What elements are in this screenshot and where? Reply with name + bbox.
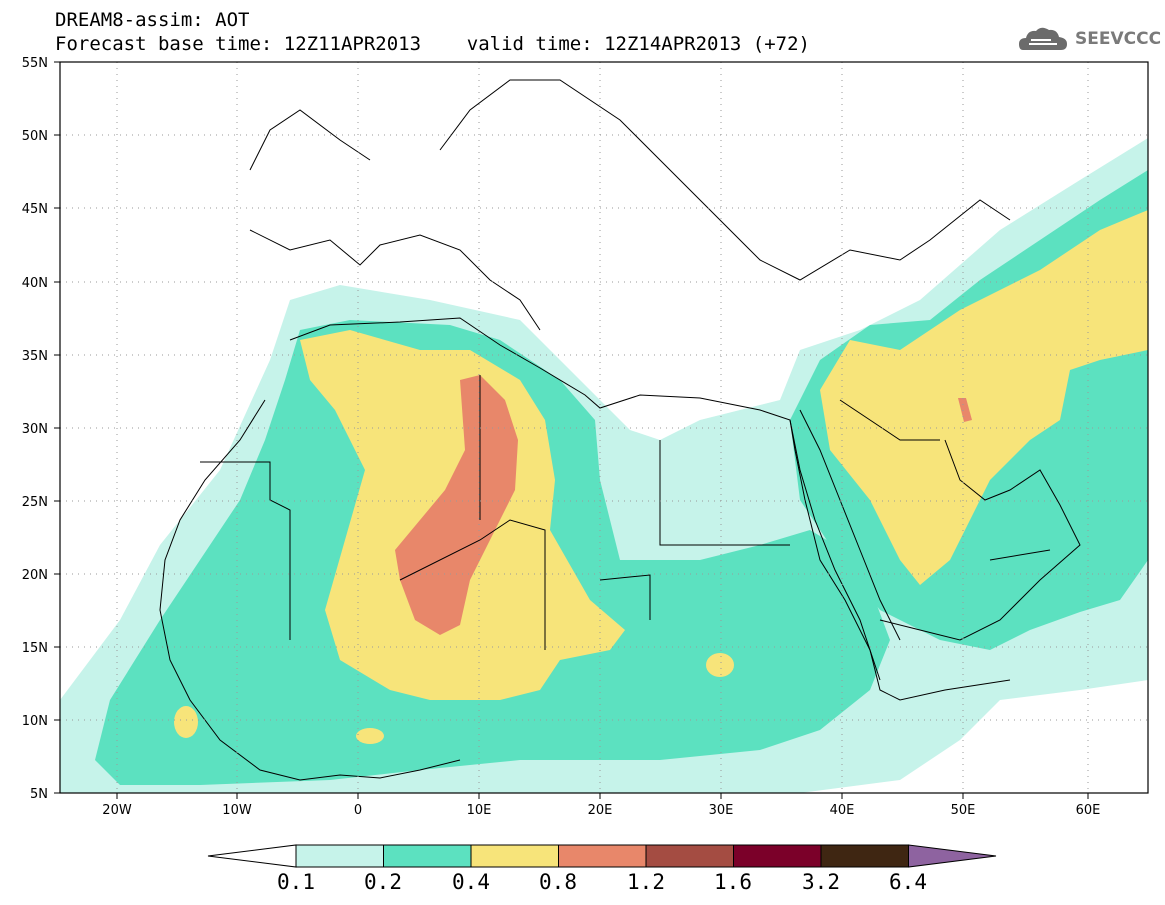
lat-label: 20N	[22, 568, 48, 583]
colorbar-bin	[295, 844, 384, 868]
colorbar-label: 0.8	[539, 870, 577, 894]
lat-label: 45N	[22, 202, 48, 217]
lon-label: 30E	[709, 803, 734, 818]
colorbar-label: 0.4	[452, 870, 490, 894]
colorbar-bin	[558, 844, 647, 868]
lat-label: 40N	[22, 276, 48, 291]
map-title: DREAM8-assim: AOT	[55, 9, 250, 31]
colorbar	[207, 844, 997, 868]
arabia-coastline	[879, 439, 1081, 641]
colorbar-high-arrow	[908, 844, 997, 868]
colorbar-label: 6.4	[889, 870, 927, 894]
aot-class-0.4	[820, 210, 1148, 585]
lon-label: 20W	[102, 803, 132, 818]
colorbar-label: 0.1	[277, 870, 315, 894]
colorbar-low-arrow	[207, 844, 297, 868]
cloud-logo-icon	[1019, 27, 1067, 50]
lon-label: 50E	[951, 803, 976, 818]
forecast-time-subtitle: Forecast base time: 12Z11APR2013 valid t…	[55, 33, 810, 55]
seevccc-logo-text: SEEVCCC	[1075, 29, 1162, 49]
colorbar-label: 3.2	[802, 870, 840, 894]
colorbar-bin	[470, 844, 559, 868]
graticule	[60, 62, 1148, 793]
lat-label: 5N	[30, 787, 48, 802]
colorbar-label: 1.2	[627, 870, 665, 894]
colorbar-bin	[383, 844, 472, 868]
lon-label: 40E	[830, 803, 855, 818]
lat-label: 50N	[22, 129, 48, 144]
aot-class-0.4	[356, 728, 384, 744]
lon-label: 20E	[588, 803, 613, 818]
colorbar-bin	[820, 844, 909, 868]
lat-label: 55N	[22, 56, 48, 71]
aot-class-0.8	[395, 375, 518, 635]
aot-class-0.8	[958, 398, 972, 422]
lat-label: 25N	[22, 495, 48, 510]
country-borders	[200, 375, 1051, 650]
lat-label: 15N	[22, 641, 48, 656]
lon-label: 0	[354, 803, 362, 818]
lat-label: 35N	[22, 349, 48, 364]
lon-label: 60E	[1076, 803, 1101, 818]
colorbar-bin	[733, 844, 822, 868]
aot-class-0.4	[706, 653, 734, 677]
axis-ticks	[54, 61, 1089, 799]
africa-coastline	[159, 317, 1011, 781]
lat-label: 30N	[22, 422, 48, 437]
lat-label: 10N	[22, 714, 48, 729]
lon-label: 10W	[222, 803, 252, 818]
colorbar-label: 1.6	[714, 870, 752, 894]
lon-label: 10E	[467, 803, 492, 818]
coastlines	[159, 79, 1081, 781]
colorbar-bin	[645, 844, 734, 868]
europe-coastline	[249, 79, 1011, 331]
aot-class-0.4	[174, 706, 198, 738]
red-sea-coastline	[789, 409, 901, 681]
colorbar-label: 0.2	[364, 870, 402, 894]
